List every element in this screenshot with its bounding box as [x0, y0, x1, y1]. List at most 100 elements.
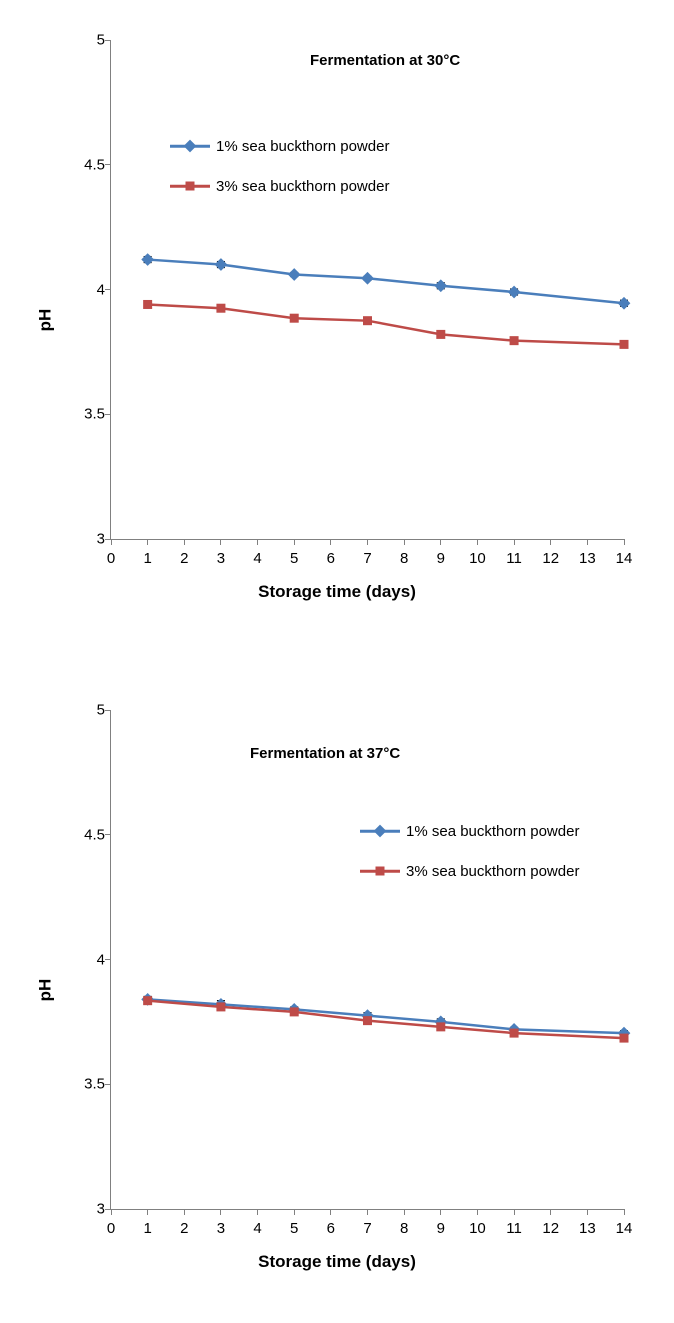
series-marker — [618, 297, 631, 310]
legend-item: 1% sea buckthorn powder — [360, 820, 579, 842]
y-tick — [105, 539, 111, 540]
x-tick-label: 14 — [616, 1220, 633, 1237]
plot-area: 0123456789101112131433.544.55 — [110, 40, 624, 540]
y-tick-label: 3.5 — [65, 1076, 105, 1093]
x-tick-label: 4 — [253, 550, 261, 567]
legend-item: 3% sea buckthorn powder — [360, 860, 579, 882]
x-tick — [294, 539, 295, 545]
x-tick — [330, 1209, 331, 1215]
x-tick — [257, 1209, 258, 1215]
x-tick-label: 3 — [217, 1220, 225, 1237]
y-tick-label: 4 — [65, 281, 105, 298]
y-tick — [105, 414, 111, 415]
y-tick — [105, 164, 111, 165]
series-marker — [143, 996, 152, 1005]
y-tick-label: 3 — [65, 1201, 105, 1218]
chart-svg-layer — [111, 40, 624, 539]
y-tick-label: 4.5 — [65, 156, 105, 173]
x-tick — [330, 539, 331, 545]
x-tick — [550, 1209, 551, 1215]
y-tick-label: 5 — [65, 32, 105, 49]
x-tick — [514, 539, 515, 545]
x-tick — [184, 1209, 185, 1215]
x-tick-label: 13 — [579, 1220, 596, 1237]
square-marker-icon — [186, 182, 195, 191]
x-tick — [624, 539, 625, 545]
x-tick — [111, 1209, 112, 1215]
x-axis-title: Storage time (days) — [30, 1252, 644, 1272]
series-marker — [510, 336, 519, 345]
x-tick — [257, 539, 258, 545]
x-tick — [477, 539, 478, 545]
x-tick-label: 11 — [506, 1220, 522, 1237]
y-axis-title: pH — [35, 979, 55, 1002]
series-marker — [215, 258, 228, 271]
page: pH Fermentation at 30°C 0123456789101112… — [0, 0, 674, 1323]
y-tick — [105, 710, 111, 711]
y-tick-label: 3 — [65, 531, 105, 548]
square-marker-icon — [376, 867, 385, 876]
y-tick-label: 4 — [65, 951, 105, 968]
x-tick-label: 2 — [180, 550, 188, 567]
x-tick — [587, 539, 588, 545]
x-tick — [477, 1209, 478, 1215]
series-marker — [290, 1007, 299, 1016]
x-tick-label: 7 — [363, 1220, 371, 1237]
y-axis-title: pH — [35, 309, 55, 332]
legend-swatch — [360, 821, 400, 841]
x-tick-label: 3 — [217, 550, 225, 567]
series-marker — [288, 268, 301, 281]
x-tick — [550, 539, 551, 545]
x-tick-label: 10 — [469, 1220, 486, 1237]
series-marker — [143, 300, 152, 309]
legend-swatch — [170, 136, 210, 156]
series-marker — [508, 286, 521, 299]
x-tick-label: 5 — [290, 550, 298, 567]
series-marker — [216, 304, 225, 313]
legend-swatch — [170, 176, 210, 196]
y-tick — [105, 40, 111, 41]
x-tick — [404, 1209, 405, 1215]
y-tick — [105, 959, 111, 960]
x-tick-label: 5 — [290, 1220, 298, 1237]
x-tick-label: 0 — [107, 550, 115, 567]
y-tick-label: 4.5 — [65, 826, 105, 843]
y-tick — [105, 834, 111, 835]
x-tick-label: 8 — [400, 550, 408, 567]
legend-label: 3% sea buckthorn powder — [406, 863, 579, 880]
x-tick-label: 12 — [542, 1220, 559, 1237]
x-tick-label: 1 — [143, 550, 151, 567]
series-marker — [363, 316, 372, 325]
legend: 1% sea buckthorn powder3% sea buckthorn … — [170, 135, 389, 215]
series-marker — [436, 330, 445, 339]
series-marker — [141, 253, 154, 266]
x-tick — [147, 1209, 148, 1215]
x-tick-label: 0 — [107, 1220, 115, 1237]
x-tick — [440, 539, 441, 545]
x-tick — [624, 1209, 625, 1215]
chart-30c: pH Fermentation at 30°C 0123456789101112… — [30, 20, 644, 620]
x-tick — [367, 539, 368, 545]
x-tick-label: 14 — [616, 550, 633, 567]
x-tick — [111, 539, 112, 545]
x-tick-label: 1 — [143, 1220, 151, 1237]
x-tick — [294, 1209, 295, 1215]
chart-svg-layer — [111, 710, 624, 1209]
x-tick — [514, 1209, 515, 1215]
x-tick-label: 9 — [437, 550, 445, 567]
x-tick — [220, 539, 221, 545]
y-tick — [105, 1084, 111, 1085]
x-tick-label: 6 — [327, 1220, 335, 1237]
y-tick — [105, 289, 111, 290]
series-marker — [363, 1016, 372, 1025]
y-tick — [105, 1209, 111, 1210]
x-tick — [184, 539, 185, 545]
y-tick-label: 3.5 — [65, 406, 105, 423]
x-tick-label: 13 — [579, 550, 596, 567]
x-tick — [404, 539, 405, 545]
x-tick-label: 6 — [327, 550, 335, 567]
diamond-marker-icon — [374, 825, 387, 838]
series-marker — [436, 1022, 445, 1031]
series-marker — [620, 1034, 629, 1043]
x-tick-label: 12 — [542, 550, 559, 567]
